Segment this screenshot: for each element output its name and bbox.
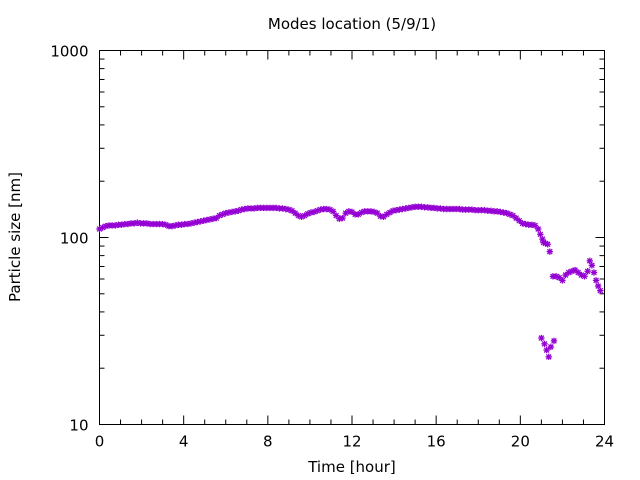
x-axis-label: Time [hour] <box>307 458 396 476</box>
data-point <box>339 214 346 222</box>
data-point <box>329 208 337 215</box>
y-axis-label: Particle size [nm] <box>6 172 24 302</box>
data-point <box>535 225 542 233</box>
x-tick-label: 0 <box>95 433 105 451</box>
x-axis: 0 4 8 12 16 20 24 <box>95 50 614 451</box>
y-tick-label: 1000 <box>50 43 88 61</box>
x-tick-label: 24 <box>595 433 614 451</box>
data-point <box>544 241 551 248</box>
x-tick-label: 20 <box>511 433 530 451</box>
chart-title: Modes location (5/9/1) <box>268 15 436 33</box>
data-point <box>547 343 555 351</box>
data-point <box>541 340 548 348</box>
data-point <box>588 262 596 269</box>
data-point <box>506 211 514 218</box>
plot-frame <box>99 50 605 425</box>
data-point <box>559 277 566 284</box>
data-point <box>546 248 553 255</box>
x-tick-label: 16 <box>427 433 446 451</box>
data-series <box>96 203 604 361</box>
data-point <box>512 214 520 222</box>
data-point <box>285 206 293 213</box>
data-point <box>545 353 552 361</box>
x-tick-label: 12 <box>342 433 361 451</box>
y-tick-label: 100 <box>60 230 89 248</box>
y-tick-label: 10 <box>69 417 88 435</box>
data-point <box>550 337 558 345</box>
data-point <box>358 209 365 216</box>
y-axis: 10 100 1000 <box>50 43 605 435</box>
data-point <box>581 273 588 280</box>
x-tick-label: 4 <box>179 433 189 451</box>
data-point <box>590 269 598 276</box>
x-tick-label: 8 <box>263 433 273 451</box>
data-point <box>538 334 545 342</box>
data-point <box>592 277 600 284</box>
data-point <box>543 346 550 354</box>
data-point <box>597 287 604 294</box>
data-point <box>584 268 591 275</box>
